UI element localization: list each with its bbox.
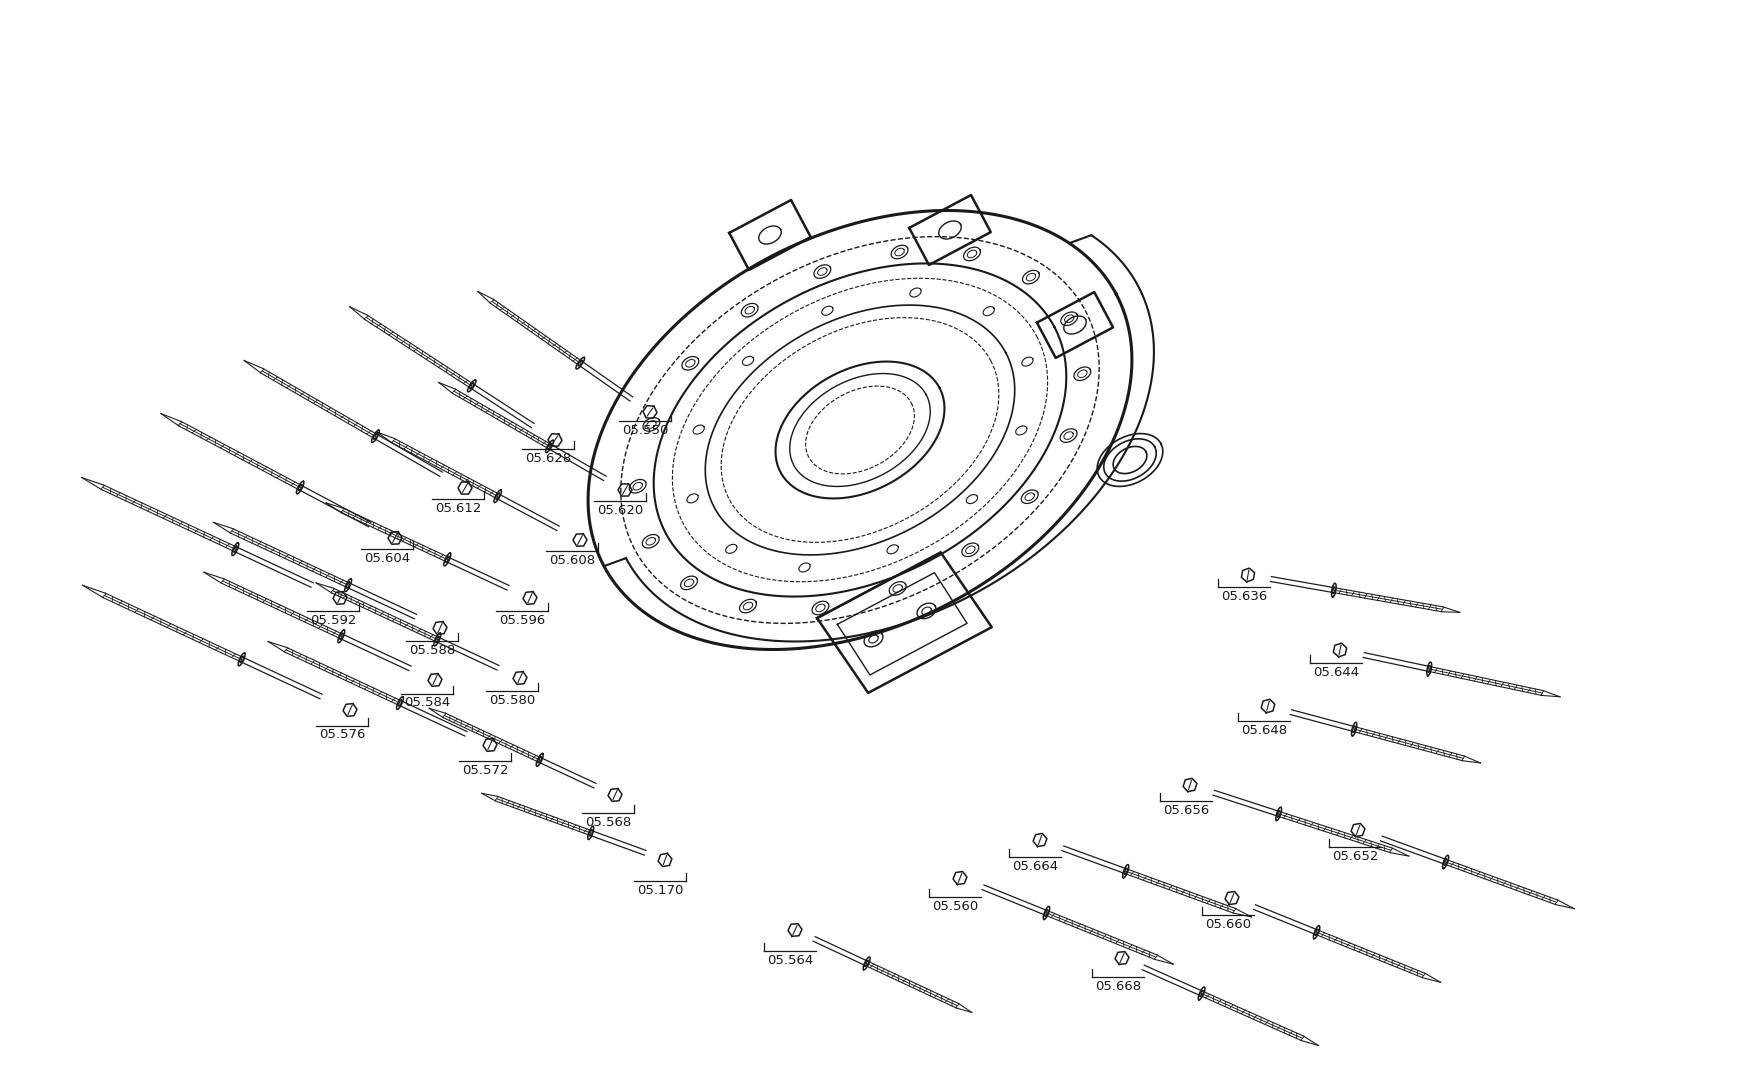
Text: 05.652: 05.652 (1330, 850, 1377, 862)
Text: 05.660: 05.660 (1203, 917, 1250, 931)
Text: 05.604: 05.604 (363, 551, 410, 565)
Text: 05.550: 05.550 (621, 424, 668, 437)
Text: 05.620: 05.620 (596, 504, 643, 517)
Text: 05.596: 05.596 (499, 613, 544, 627)
Text: 05.612: 05.612 (435, 502, 482, 515)
Text: 05.588: 05.588 (409, 643, 456, 657)
Text: 05.664: 05.664 (1012, 859, 1057, 872)
Text: 05.580: 05.580 (489, 693, 536, 706)
Text: 05.560: 05.560 (932, 900, 977, 913)
Text: 05.572: 05.572 (461, 764, 508, 777)
Text: 05.592: 05.592 (310, 613, 356, 627)
Text: 05.568: 05.568 (584, 815, 631, 828)
Text: 05.636: 05.636 (1221, 590, 1266, 602)
Text: 05.584: 05.584 (403, 697, 450, 709)
Text: 05.564: 05.564 (767, 953, 812, 966)
Text: 05.608: 05.608 (548, 553, 595, 566)
Text: 05.576: 05.576 (318, 729, 365, 742)
Text: 05.656: 05.656 (1162, 804, 1209, 816)
Text: 05.170: 05.170 (636, 884, 683, 897)
Text: 05.648: 05.648 (1240, 723, 1287, 736)
Text: 05.668: 05.668 (1094, 979, 1141, 993)
Text: 05.644: 05.644 (1313, 666, 1358, 678)
Text: 05.628: 05.628 (525, 452, 570, 464)
